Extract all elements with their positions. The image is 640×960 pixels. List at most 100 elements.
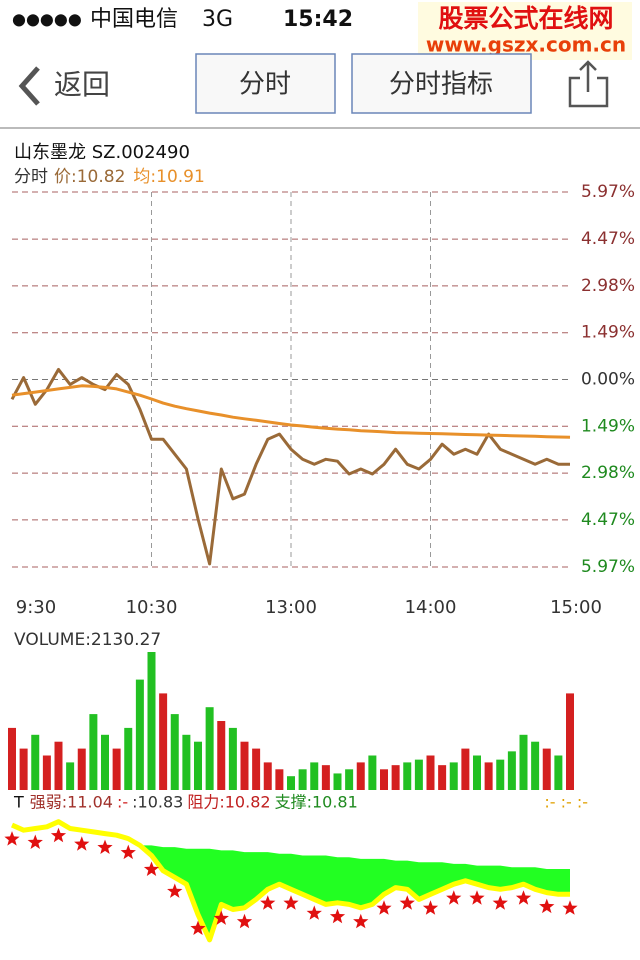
watermark-bg — [418, 2, 632, 60]
tab-label[interactable]: 分时指标 — [389, 70, 493, 100]
back-button[interactable]: 返回 — [54, 68, 110, 101]
price-line — [11, 384, 571, 439]
volume-bar — [310, 762, 319, 790]
legend-entry: 均:10.91 — [133, 167, 204, 187]
volume-bar — [507, 751, 516, 790]
volume-bar — [54, 741, 63, 790]
watermark-name: 股票公式在线网 — [438, 4, 613, 33]
volume-bar — [228, 727, 237, 790]
volume-bar — [345, 769, 354, 790]
volume-bar — [42, 755, 51, 790]
price-line — [10, 367, 570, 566]
indicator-label: :10.83 — [132, 793, 183, 812]
x-tick-label: 9:30 — [16, 597, 56, 618]
volume-title: VOLUME:2130.27 — [14, 630, 161, 650]
signal-star — [446, 890, 462, 905]
volume-bar — [438, 765, 447, 790]
volume-bar — [19, 748, 28, 790]
indicator-label: 支撑:10.81 — [275, 793, 358, 812]
indicator-label: T — [13, 793, 24, 812]
y-tick-label: 2.98% — [581, 276, 635, 296]
tab[interactable] — [351, 53, 532, 114]
volume-bar — [66, 762, 75, 790]
volume-bar — [89, 714, 98, 790]
volume-bar — [101, 734, 109, 790]
volume-bar — [287, 776, 295, 790]
tab[interactable] — [195, 53, 336, 114]
indicator-label: 阻力:10.82 — [187, 793, 270, 812]
volume-bar — [112, 748, 121, 790]
volume-bar — [403, 762, 412, 790]
volume-bar — [170, 714, 179, 790]
volume-bar — [542, 748, 551, 790]
signal-star — [120, 844, 136, 860]
share-icon[interactable] — [568, 60, 609, 108]
tab-label[interactable]: 分时 — [239, 70, 291, 100]
volume-bar — [217, 721, 226, 790]
volume-bar — [205, 707, 214, 790]
volume-bar — [240, 741, 249, 790]
signal-star — [190, 920, 206, 935]
signal-star — [562, 900, 578, 915]
volume-bar — [426, 755, 435, 790]
volume-bar — [461, 748, 470, 790]
indicator-label: :- :- :- — [544, 793, 588, 812]
volume-bar — [8, 727, 16, 790]
volume-bar — [147, 652, 156, 790]
x-tick-label: 10:30 — [126, 597, 178, 618]
y-tick-label: 2.98% — [581, 463, 635, 483]
signal-dots: ●●●●● — [12, 10, 82, 29]
y-tick-label: 4.47% — [581, 510, 635, 530]
legend-entry: 价:10.82 — [54, 167, 125, 187]
indicator-label: :- — [117, 793, 128, 812]
carrier: 中国电信 — [90, 7, 178, 32]
clock: 15:42 — [283, 7, 353, 32]
indicator-area — [139, 845, 570, 940]
volume-bar — [333, 773, 342, 790]
volume-bar — [135, 679, 144, 790]
volume-bar — [159, 693, 168, 790]
watermark-url: www.gszx.com.cn — [426, 33, 626, 57]
volume-bar — [554, 755, 563, 790]
signal-star — [213, 910, 229, 925]
stock-title: 山东墨龙 SZ.002490 — [14, 142, 190, 163]
chart-label: 分时 — [14, 167, 48, 187]
signal-star — [306, 905, 322, 920]
signal-star — [143, 861, 160, 876]
volume-bar — [356, 762, 365, 790]
signal-star — [329, 908, 346, 924]
volume-bar — [531, 741, 540, 790]
network: 3G — [202, 7, 233, 32]
volume-bar — [275, 769, 284, 790]
volume-bar — [414, 759, 423, 790]
y-tick-label: 1.49% — [581, 416, 635, 436]
volume-bar — [77, 748, 86, 790]
volume-bar — [380, 769, 388, 790]
signal-star — [492, 895, 508, 910]
x-tick-label: 14:00 — [405, 597, 457, 618]
volume-bar — [252, 748, 261, 790]
y-tick-label: 0.00% — [581, 370, 635, 390]
volume-bar — [263, 762, 272, 790]
volume-bar — [449, 762, 458, 790]
signal-star — [539, 898, 555, 914]
signal-star — [260, 895, 276, 910]
signal-star — [50, 827, 67, 843]
indicator-label: 强弱:11.04 — [30, 793, 113, 812]
volume-bar — [519, 734, 528, 790]
back-chevron[interactable] — [18, 66, 40, 106]
y-tick-label: 5.97% — [581, 557, 635, 577]
signal-star — [74, 836, 90, 851]
volume-bar — [484, 762, 493, 790]
volume-bar — [194, 741, 202, 790]
volume-bar — [321, 765, 330, 790]
signal-star — [469, 890, 485, 905]
signal-star — [97, 839, 113, 854]
signal-star — [399, 895, 415, 910]
signal-star — [167, 883, 183, 898]
y-tick-label: 5.97% — [581, 182, 635, 202]
signal-star — [422, 900, 439, 915]
volume-bar — [496, 759, 505, 790]
volume-bar — [368, 755, 377, 790]
